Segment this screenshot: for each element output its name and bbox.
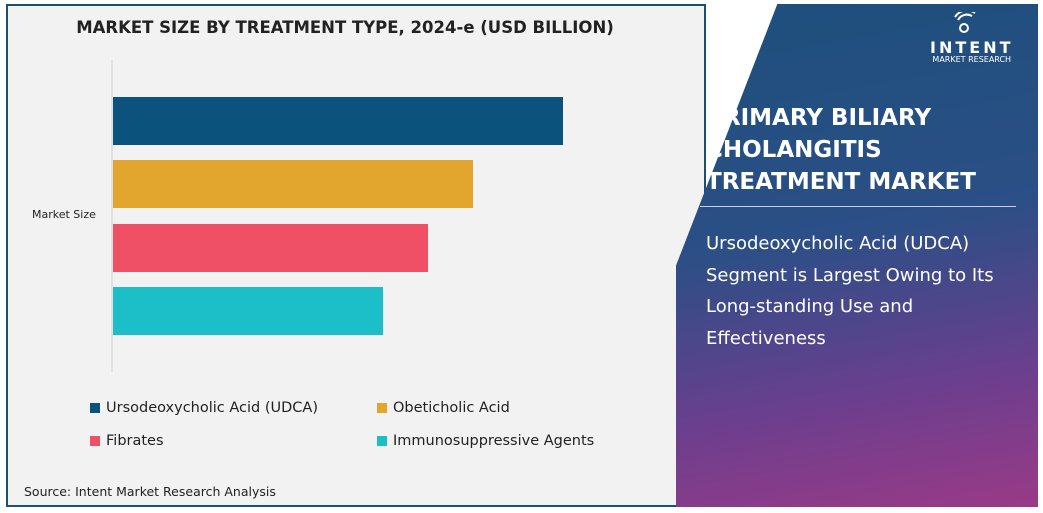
bar-immunosuppressive-agents	[113, 287, 383, 335]
legend-swatch	[377, 403, 387, 413]
legend-swatch	[90, 403, 100, 413]
legend-item: Fibrates	[90, 433, 164, 449]
legend-label: Ursodeoxycholic Acid (UDCA)	[106, 400, 318, 416]
legend-item: Immunosuppressive Agents	[377, 433, 594, 449]
legend-item: Obeticholic Acid	[377, 400, 510, 416]
legend-swatch	[377, 436, 387, 446]
signal-icon	[953, 9, 976, 33]
divider	[700, 206, 1016, 207]
panel-title-line: PRIMARY BILIARY	[706, 105, 932, 131]
panel-title-line: TREATMENT MARKET	[706, 169, 976, 195]
bar-fibrates	[113, 224, 428, 272]
legend-label: Fibrates	[106, 433, 164, 449]
panel-title: PRIMARY BILIARY CHOLANGITIS TREATMENT MA…	[706, 102, 976, 198]
logo-name: INTENT	[930, 38, 1014, 57]
legend-swatch	[90, 436, 100, 446]
category-label: Market Size	[32, 208, 96, 221]
panel-subtitle: Ursodeoxycholic Acid (UDCA) Segment is L…	[706, 233, 994, 349]
legend-label: Immunosuppressive Agents	[393, 433, 595, 449]
bar-ursodeoxycholic-acid-udca	[113, 97, 563, 145]
legend-label: Obeticholic Acid	[393, 400, 510, 416]
legend-item: Ursodeoxycholic Acid (UDCA)	[90, 400, 318, 416]
panel-title-line: CHOLANGITIS	[706, 137, 882, 163]
bar-obeticholic-acid	[113, 160, 473, 208]
chart-title: MARKET SIZE BY TREATMENT TYPE, 2024-e (U…	[76, 18, 614, 37]
bar-chart	[111, 60, 563, 372]
logo-tagline: MARKET RESEARCH	[932, 55, 1012, 64]
logo: INTENT MARKET RESEARCH	[930, 9, 1014, 64]
source-note: Source: Intent Market Research Analysis	[24, 484, 276, 499]
